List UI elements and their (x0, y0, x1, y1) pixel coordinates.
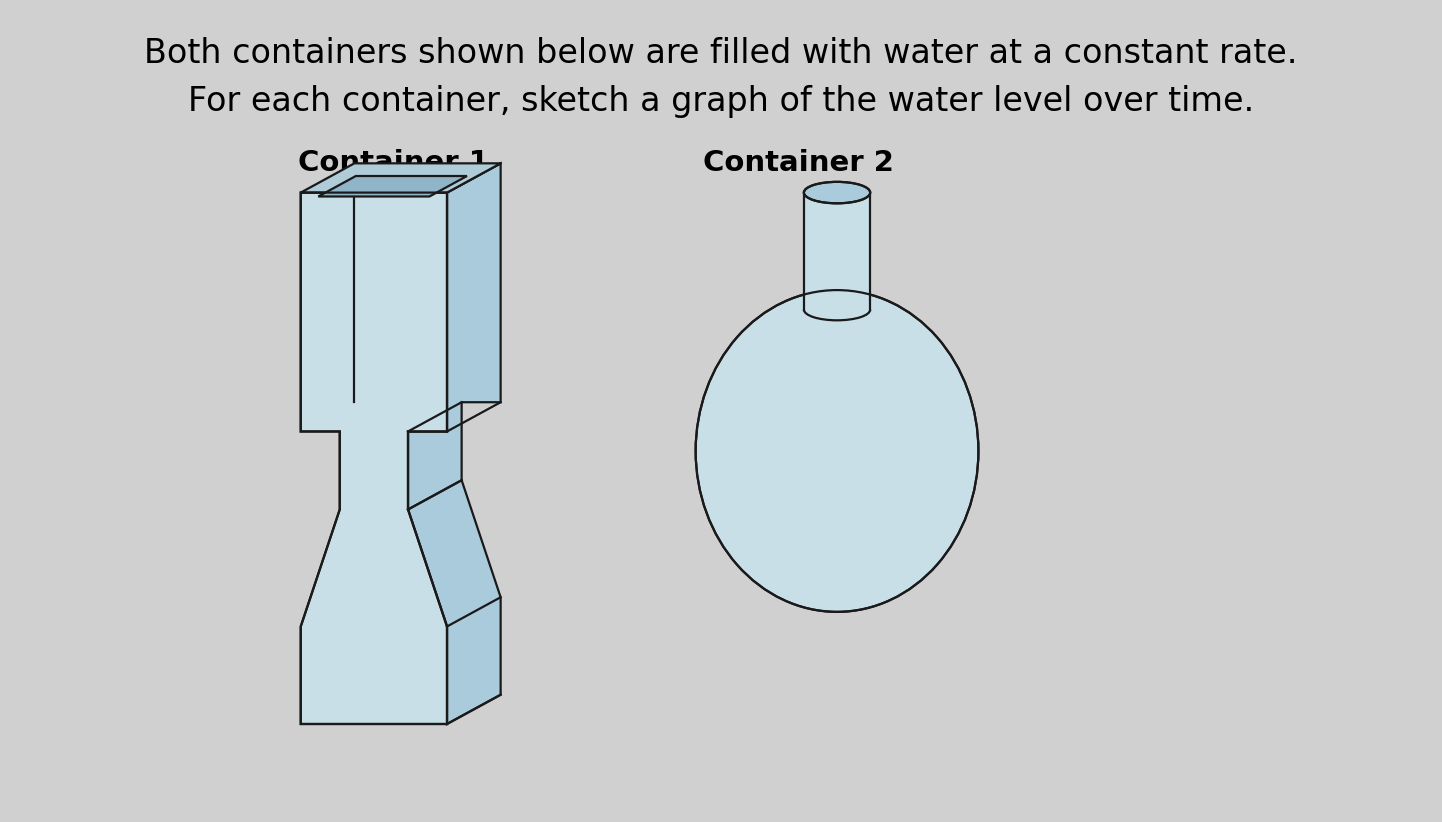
Polygon shape (301, 164, 500, 192)
Ellipse shape (695, 290, 979, 612)
Text: For each container, sketch a graph of the water level over time.: For each container, sketch a graph of th… (187, 85, 1255, 118)
Polygon shape (803, 192, 870, 310)
Polygon shape (301, 192, 447, 724)
Text: Both containers shown below are filled with water at a constant rate.: Both containers shown below are filled w… (144, 37, 1298, 70)
Ellipse shape (803, 182, 870, 203)
Text: Container 2: Container 2 (702, 150, 894, 178)
Polygon shape (408, 164, 500, 724)
Polygon shape (319, 176, 467, 196)
Text: Container 1: Container 1 (298, 150, 489, 178)
